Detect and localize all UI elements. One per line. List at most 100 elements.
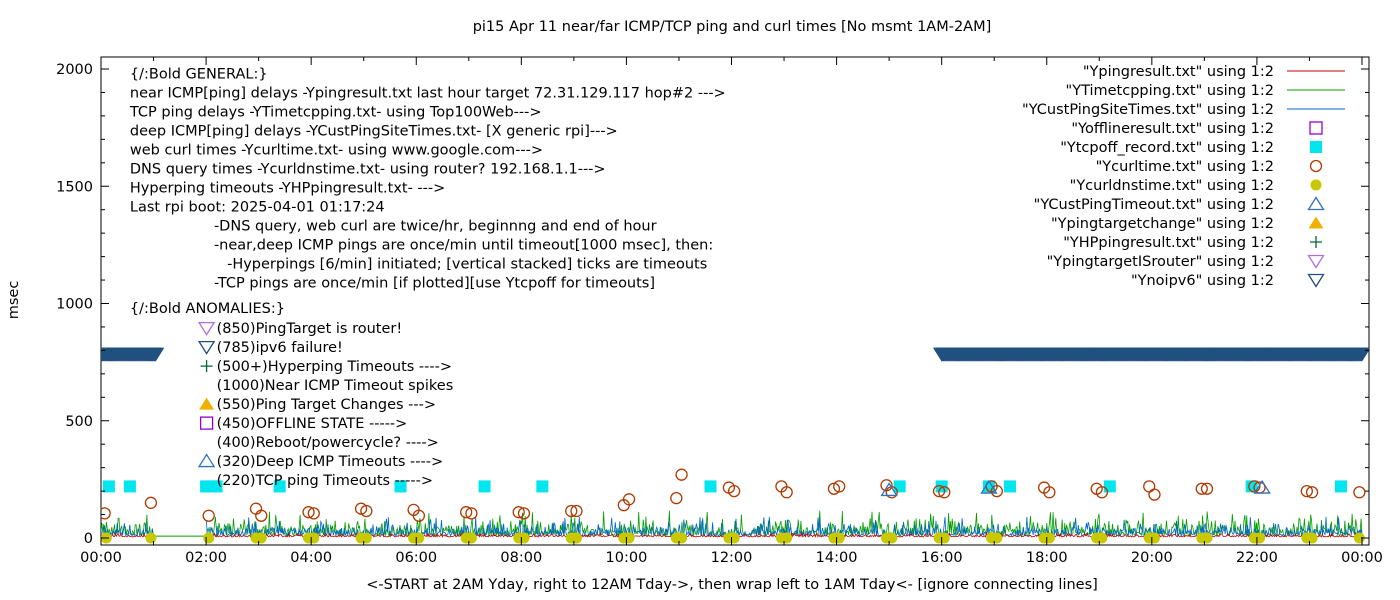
deep-icmp-timeout-point — [980, 479, 998, 494]
annotation-text: deep ICMP[ping] delays -YCustPingSiteTim… — [130, 124, 618, 140]
curl-time-point — [565, 504, 578, 518]
curl-time-point — [101, 507, 111, 520]
curl-time-point — [570, 504, 583, 518]
annotation-marker — [200, 360, 213, 373]
x-tick-label: 06:00 — [395, 550, 437, 566]
annotation-marker — [199, 416, 214, 430]
curl-time-point — [675, 468, 688, 481]
y-tick-label: 1000 — [56, 297, 93, 313]
curl-time-point — [1148, 488, 1161, 501]
ipv6-failure-point — [146, 347, 165, 362]
curl-time-point — [990, 484, 1003, 498]
x-tick-label: 18:00 — [1026, 550, 1068, 566]
dns-time-point — [991, 532, 1003, 544]
curl-time-point — [360, 504, 373, 518]
curl-time-point — [144, 496, 158, 509]
legend-marker — [1309, 121, 1323, 135]
tcp-timeout-point — [1334, 480, 1347, 493]
curl-time-point — [460, 506, 473, 519]
annotation-text: near ICMP[ping] delays -Ypingresult.txt … — [130, 86, 726, 102]
legend-label: "YpingtargetISrouter" using 1:2 — [1047, 254, 1274, 270]
annotation-text: (1000)Near ICMP Timeout spikes — [217, 378, 454, 394]
dns-time-point — [938, 532, 950, 544]
deep-icmp-series — [101, 516, 1363, 538]
tcp-timeout-point — [210, 480, 223, 493]
curl-time-point — [727, 484, 741, 498]
x-tick-label: 20:00 — [1131, 550, 1173, 566]
legend-marker — [1307, 196, 1325, 211]
y-tick-label: 500 — [65, 414, 93, 430]
dns-time-point — [676, 532, 688, 544]
tcp-timeout-point — [893, 480, 906, 493]
annotation-text: {/:Bold ANOMALIES:} — [130, 301, 285, 317]
legend-label: "YHPpingresult.txt" using 1:2 — [1063, 235, 1274, 251]
annotation-text: (500+)Hyperping Timeouts ----> — [217, 359, 452, 375]
dns-time-point — [1148, 532, 1160, 544]
curl-time-point — [302, 506, 315, 519]
dns-time-point — [728, 532, 740, 544]
legend-label: "YTimetcpping.txt" using 1:2 — [1066, 83, 1274, 99]
curl-time-point — [1300, 484, 1313, 498]
dns-time-point — [1254, 532, 1266, 544]
curl-time-point — [517, 507, 531, 520]
curl-time-point — [670, 491, 683, 505]
y-axis-label: msec — [6, 281, 22, 320]
legend-label: "Ytcpoff_record.txt" using 1:2 — [1060, 140, 1274, 156]
tcp-timeout-point — [536, 480, 549, 493]
curl-time-point — [1200, 482, 1214, 495]
y-tick-label: 1500 — [56, 179, 93, 195]
legend-label: "Ypingtargetchange" using 1:2 — [1051, 216, 1274, 232]
deep-icmp-timeout-point — [1253, 479, 1271, 494]
chart-title: pi15 Apr 11 near/far ICMP/TCP ping and c… — [473, 19, 992, 35]
ipv6-failure-point — [1353, 347, 1369, 362]
x-tick-label: 12:00 — [711, 550, 753, 566]
legend-label: "Yofflineresult.txt" using 1:2 — [1071, 121, 1274, 137]
annotation-text: -DNS query, web curl are twice/hr, begin… — [214, 219, 657, 235]
legend-marker — [1309, 159, 1323, 173]
dns-time-point — [1043, 532, 1055, 544]
legend-label: "Ycurldnstime.txt" using 1:2 — [1070, 178, 1274, 194]
x-tick-label: 16:00 — [921, 550, 963, 566]
legend-marker — [1308, 216, 1324, 229]
annotation-text: (320)Deep ICMP Timeouts ----> — [217, 454, 444, 470]
x-tick-label: 10:00 — [606, 550, 648, 566]
dns-time-point — [1096, 532, 1108, 544]
curl-time-point — [1305, 486, 1319, 499]
curl-time-point — [1095, 486, 1109, 499]
legend-marker — [1307, 273, 1325, 288]
y-tick-label: 0 — [84, 531, 93, 547]
curl-time-point — [255, 509, 268, 522]
dns-time-point — [465, 532, 477, 544]
dns-time-point — [833, 532, 845, 544]
annotation-text: (450)OFFLINE STATE -----> — [217, 416, 408, 432]
dns-time-point — [145, 532, 157, 544]
legend-label: "YCustPingTimeout.txt" using 1:2 — [1034, 197, 1274, 213]
curl-time-point — [622, 493, 636, 506]
annotation-text: (550)Ping Target Changes ---> — [217, 397, 436, 413]
curl-time-point — [1043, 486, 1056, 499]
dns-time-point — [1201, 532, 1213, 544]
legend-label: "YCustPingSiteTimes.txt" using 1:2 — [1022, 102, 1274, 118]
legend-label: "Ycurltime.txt" using 1:2 — [1096, 159, 1274, 175]
curl-time-point — [465, 507, 478, 520]
curl-time-point — [307, 507, 320, 520]
annotation-text: Last rpi boot: 2025-04-01 01:17:24 — [130, 200, 385, 216]
annotation-text: TCP ping delays -YTimetcpping.txt- using… — [129, 105, 542, 121]
x-tick-label: 04:00 — [290, 550, 332, 566]
legend-marker — [1310, 236, 1322, 248]
curl-time-point — [833, 480, 846, 493]
dns-time-point — [781, 532, 793, 544]
curl-time-point — [202, 509, 215, 522]
tcp-timeout-point — [102, 480, 115, 493]
dns-time-point — [886, 532, 898, 544]
tcp-timeout-point — [123, 480, 136, 493]
curl-time-point — [780, 486, 793, 499]
annotation-marker — [197, 340, 216, 355]
legend-marker — [1310, 141, 1322, 153]
annotation-text: web curl times -Ycurltime.txt- using www… — [130, 143, 543, 159]
x-axis-label: <-START at 2AM Yday, right to 12AM Tday-… — [366, 577, 1098, 593]
curl-time-point — [1195, 482, 1208, 495]
deep-icmp-timeout-point — [880, 482, 898, 497]
annotation-text: DNS query times -Ycurldnstime.txt- using… — [130, 162, 606, 178]
